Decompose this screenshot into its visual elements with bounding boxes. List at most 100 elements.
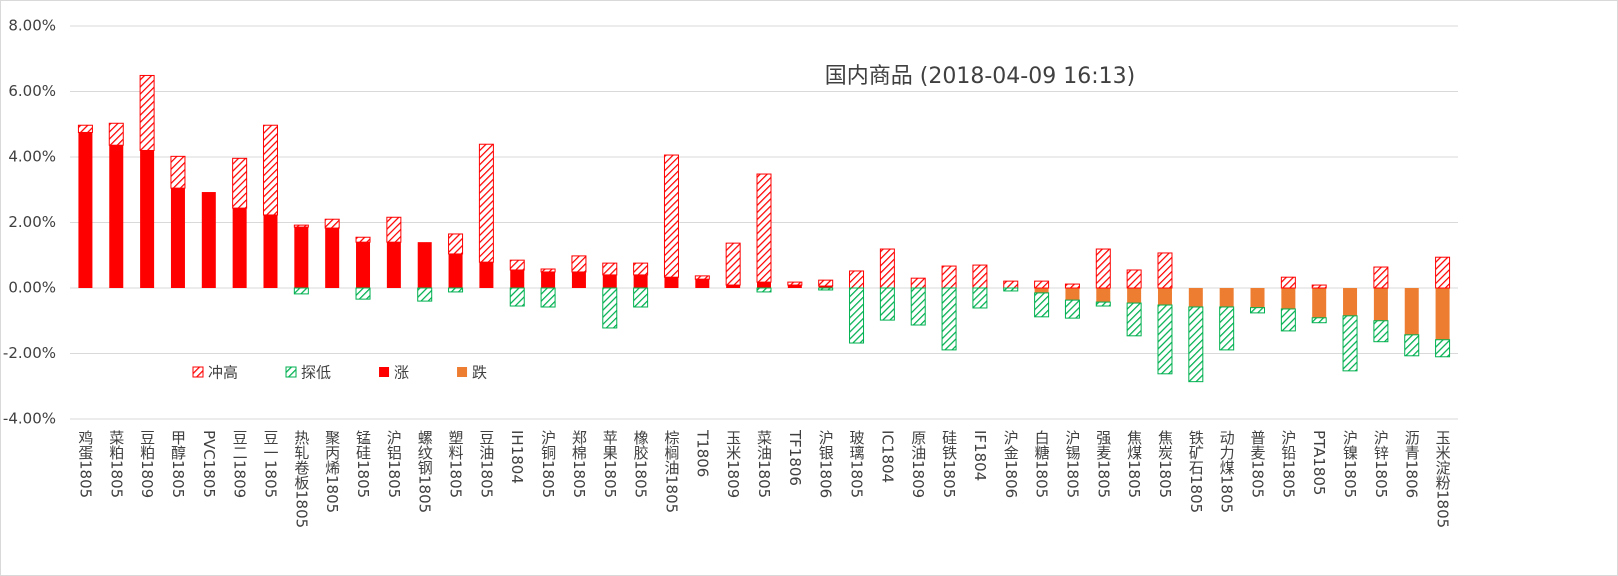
bar-segment — [941, 265, 957, 289]
bar-segment — [232, 157, 248, 209]
bar-segment — [1280, 308, 1296, 332]
bar-segment — [417, 287, 433, 302]
bar-segment — [1280, 276, 1296, 289]
bar-segment — [879, 287, 895, 321]
bar-segment — [541, 271, 556, 288]
bar-segment — [818, 279, 834, 287]
bar-segment — [108, 122, 124, 146]
bar-segment — [140, 150, 155, 288]
bar-segment — [448, 287, 464, 293]
y-tick-label: 8.00% — [8, 17, 56, 35]
x-tick-label: 郑棉1805 — [570, 430, 588, 498]
bar-segment — [1127, 288, 1142, 304]
bar-segment — [695, 279, 710, 288]
x-tick-label: 螺纹钢1805 — [416, 430, 434, 513]
y-tick-label: 4.00% — [8, 148, 56, 166]
bar-segment — [1404, 334, 1420, 357]
bar-segment — [1250, 307, 1266, 314]
bar-segment — [1435, 256, 1451, 289]
bar-segment — [1373, 288, 1388, 321]
x-tick-label: 菜粕1805 — [107, 430, 125, 498]
bar-segment — [602, 274, 617, 288]
x-tick-label: PTA1805 — [1310, 430, 1328, 495]
chart-title: 国内商品 (2018-04-09 16:13) — [825, 64, 1135, 89]
x-tick-label: TF1806 — [786, 429, 804, 486]
bar-segment — [756, 287, 772, 293]
y-tick-label: -4.00% — [3, 410, 56, 428]
bar-segment — [1126, 302, 1142, 337]
x-tick-label: 硅铁1805 — [940, 430, 958, 498]
bar-segment — [1250, 288, 1265, 308]
x-tick-label: 沪铝1805 — [385, 430, 403, 498]
bar-segment — [1065, 288, 1080, 301]
bar-segment — [540, 268, 556, 273]
y-tick-label: 0.00% — [8, 279, 56, 297]
bar-segment — [1064, 283, 1080, 289]
bar-segment — [1157, 304, 1173, 375]
bar-segment — [479, 262, 494, 288]
bar-segment — [356, 242, 371, 288]
bar-segment — [1064, 299, 1080, 319]
bar-segment — [664, 277, 679, 288]
bar-segment — [201, 192, 216, 288]
bar-segment — [1404, 288, 1419, 335]
x-tick-label: IH1804 — [508, 430, 526, 484]
legend-swatch — [285, 366, 297, 378]
legend-label: 冲高 — [208, 364, 238, 382]
bar-segment — [1342, 315, 1358, 372]
x-tick-label: 鸡蛋1805 — [76, 430, 94, 498]
bar-segment — [1095, 301, 1111, 307]
bar-segment — [170, 188, 185, 288]
bar-segment — [787, 281, 803, 286]
bar-segment — [818, 286, 833, 288]
bar-segment — [325, 228, 340, 288]
x-tick-label: 沪锌1805 — [1372, 430, 1390, 498]
bar-segment — [417, 242, 432, 288]
bar-segment — [448, 253, 463, 288]
bar-segment — [633, 262, 649, 276]
bar-segment — [602, 287, 618, 329]
x-tick-label: 强麦1805 — [1094, 430, 1112, 498]
x-tick-label: 玻璃1805 — [848, 430, 866, 498]
bar-segment — [294, 227, 309, 288]
bar-segment — [1096, 288, 1111, 303]
bar-segment — [818, 287, 834, 291]
legend-label: 探低 — [301, 364, 331, 382]
bar-segment — [1126, 269, 1142, 289]
bar-segment — [1435, 288, 1450, 340]
x-tick-label: 沪锡1805 — [1063, 430, 1081, 498]
bar-segment — [726, 285, 741, 288]
legend-swatch — [192, 366, 204, 378]
x-tick-label: 豆一1805 — [261, 430, 279, 498]
x-tick-label: 玉米1809 — [724, 430, 742, 498]
x-tick-label: 锰硅1805 — [354, 430, 372, 498]
bar-segment — [1003, 287, 1019, 292]
bar-segment — [540, 287, 556, 308]
bar-segment — [1188, 288, 1203, 307]
x-tick-label: 沥青1806 — [1403, 430, 1421, 498]
bar-segment — [1188, 306, 1204, 383]
bar-segment — [972, 264, 988, 289]
y-tick-label: 2.00% — [8, 213, 56, 231]
bar-segment — [386, 242, 401, 288]
bar-segment — [1157, 288, 1172, 306]
bar-segment — [1034, 288, 1049, 293]
bar-segment — [324, 218, 340, 229]
bar-segment — [478, 143, 494, 263]
bar-segment — [355, 236, 371, 243]
bar-segment — [77, 124, 93, 133]
x-tick-label: 动力煤1805 — [1218, 430, 1236, 513]
bar-segment — [571, 271, 586, 288]
x-tick-label: 沪金1806 — [1002, 430, 1020, 498]
x-tick-label: 普麦1805 — [1249, 430, 1267, 498]
bar-segment — [1003, 280, 1019, 289]
x-tick-label: IF1804 — [971, 430, 989, 481]
bar-segment — [725, 242, 741, 286]
legend-label: 涨 — [394, 364, 409, 382]
bar-segment — [602, 262, 618, 276]
x-tick-label: 豆粕1809 — [138, 430, 156, 498]
legend-swatch — [379, 367, 390, 377]
bar-segment — [355, 287, 371, 300]
bar-segment — [1219, 306, 1235, 351]
bar-segment — [633, 274, 648, 288]
